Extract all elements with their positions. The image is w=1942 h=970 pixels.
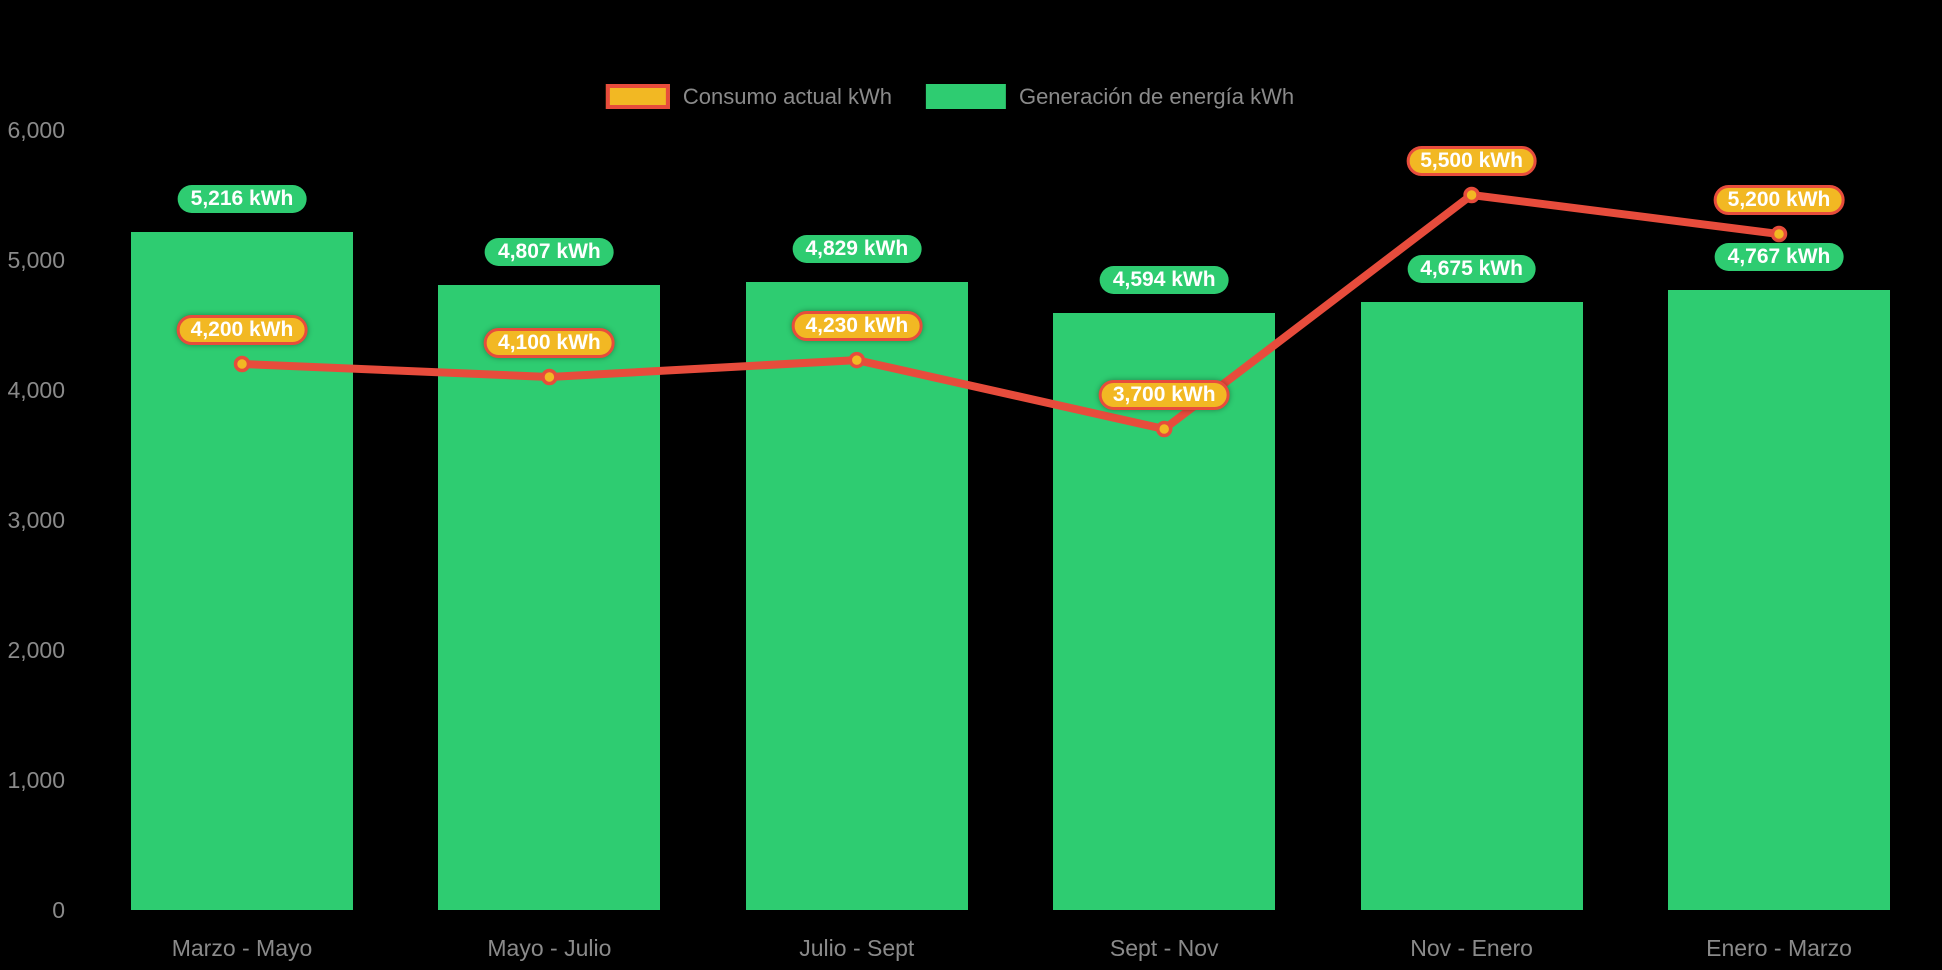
consumo-line-point[interactable] [1770, 225, 1788, 243]
generacion-bar[interactable] [1668, 290, 1890, 910]
generacion-value-label: 4,675 kWh [1407, 255, 1536, 284]
x-axis-label: Nov - Enero [1410, 935, 1533, 961]
x-axis-label: Sept - Nov [1109, 935, 1219, 961]
y-axis-tick-label: 4,000 [7, 377, 65, 403]
consumo-value-label: 5,500 kWh [1406, 146, 1537, 176]
y-axis-tick-label: 1,000 [7, 767, 65, 793]
legend-item-consumo[interactable]: Consumo actual kWh [605, 84, 892, 109]
generacion-value-label: 4,767 kWh [1714, 243, 1844, 272]
x-axis-label: Julio - Sept [799, 935, 915, 961]
consumo-value-label: 3,700 kWh [1098, 380, 1230, 410]
consumo-value-label: 4,230 kWh [791, 311, 923, 342]
generacion-value-label: 4,594 kWh [1099, 265, 1229, 294]
generacion-value-label: 4,807 kWh [485, 238, 614, 267]
consumo-line-point[interactable] [1155, 420, 1173, 438]
generacion-bar[interactable] [745, 282, 968, 910]
generacion-value-label: 5,216 kWh [177, 184, 307, 213]
chart-legend: Consumo actual kWh Generación de energía… [605, 84, 1295, 109]
generacion-swatch-icon [925, 84, 1006, 109]
consumo-line [238, 191, 1783, 433]
consumo-line-point[interactable] [541, 368, 558, 386]
consumo-line-point[interactable] [848, 351, 866, 369]
x-axis-label: Marzo - Mayo [171, 935, 313, 961]
y-axis-tick-label: 6,000 [7, 117, 65, 143]
generacion-bar[interactable] [438, 285, 661, 910]
consumo-line-point[interactable] [233, 355, 251, 373]
consumo-swatch-icon [605, 84, 670, 109]
consumo-line-point[interactable] [1463, 186, 1480, 204]
consumo-value-label: 4,200 kWh [176, 315, 308, 345]
consumo-value-label: 4,100 kWh [484, 328, 615, 358]
x-axis-label: Enero - Marzo [1706, 935, 1852, 961]
x-axis-label: Mayo - Julio [487, 935, 612, 961]
legend-item-generacion[interactable]: Generación de energía kWh [925, 84, 1295, 109]
y-axis-tick-label: 0 [52, 897, 65, 923]
y-axis-tick-label: 2,000 [7, 637, 65, 663]
y-axis-tick-label: 5,000 [7, 247, 65, 273]
y-axis-tick-label: 3,000 [7, 507, 65, 533]
consumo-value-label: 5,200 kWh [1713, 185, 1845, 215]
generacion-bar[interactable] [1360, 302, 1583, 910]
legend-label-generacion: Generación de energía kWh [1018, 84, 1295, 109]
legend-label-consumo: Consumo actual kWh [682, 84, 892, 109]
generacion-value-label: 4,829 kWh [792, 235, 922, 264]
